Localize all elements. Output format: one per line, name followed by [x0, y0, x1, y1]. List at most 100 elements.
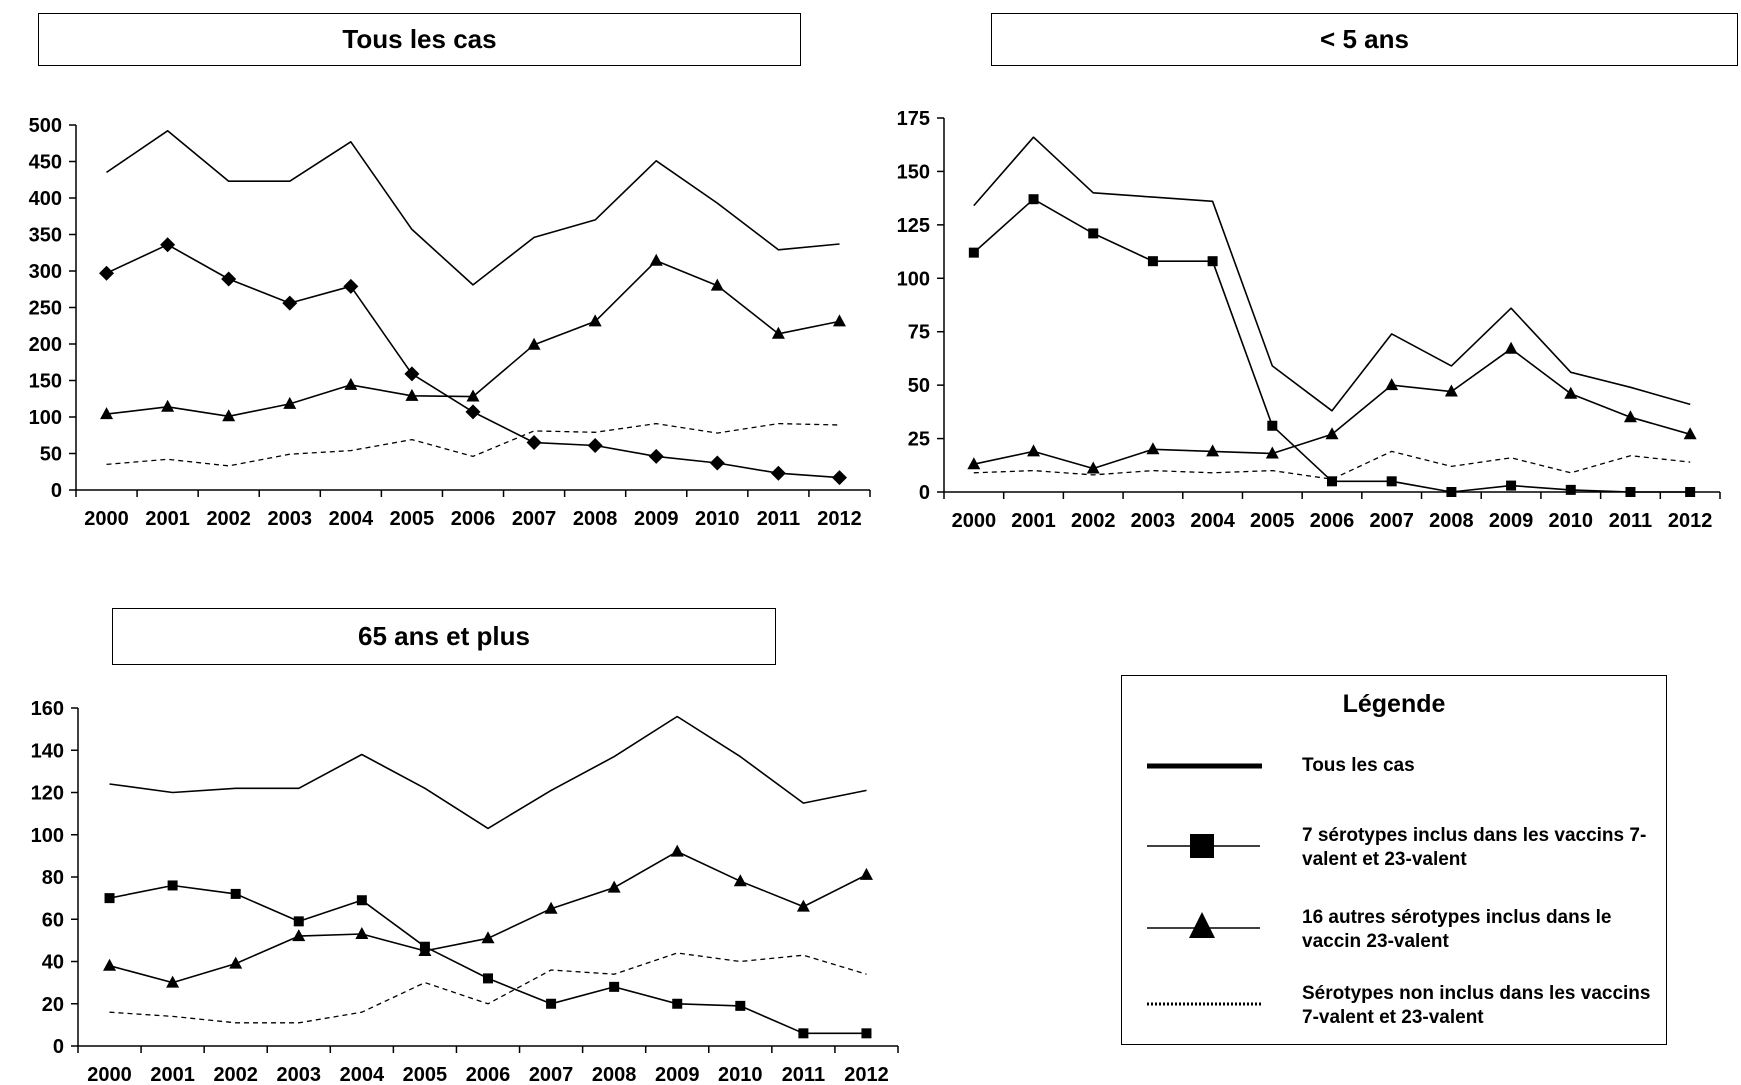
chart3-series-serotypes-16-line: [109, 850, 867, 984]
chart3-y-tick-label: 20: [42, 994, 64, 1016]
chart3-y-tick-label: 60: [42, 909, 64, 931]
chart3-series-serotypes-7-point: [356, 895, 367, 906]
chart1-y-tick-label: 250: [29, 298, 62, 320]
legend-label: 16 autres sérotypes inclus dans le vacci…: [1302, 907, 1612, 952]
chart1-x-tick-label: 2006: [451, 508, 496, 530]
chart3-x-tick-label: 2005: [403, 1064, 448, 1085]
chart2-series-serotypes-7-point: [1506, 480, 1517, 491]
chart3-series-serotypes-16-point: [229, 956, 243, 969]
chart2-series-serotypes-16-point: [1206, 444, 1220, 457]
chart3-series-serotypes-7-point: [546, 998, 557, 1009]
chart3-series-serotypes-16-point: [418, 943, 432, 956]
chart1-series-serotypes-7-point: [404, 366, 420, 382]
chart3-series-serotypes-7-line: [109, 884, 867, 1035]
chart2-x-tick-label: 2006: [1310, 510, 1355, 532]
chart3-series-serotypes-7-point: [609, 981, 620, 992]
chart1-series-serotypes-16-point: [588, 314, 602, 327]
chart1-y-tick-label: 150: [29, 371, 62, 393]
chart3-series-serotypes-7-point: [798, 1028, 809, 1039]
chart3-series-serotypes-7-point: [735, 1000, 746, 1011]
chart1-series-serotypes-7-point: [770, 465, 786, 481]
chart1-series-serotypes-7-point: [526, 435, 542, 451]
chart2-series-serotypes-16-point: [1146, 442, 1160, 455]
chart2-x-tick-label: 2011: [1609, 510, 1652, 532]
legend-title: Légende: [1342, 690, 1446, 718]
chart2-series-serotypes-7-point: [1267, 420, 1278, 431]
chart3-x-tick-label: 2011: [782, 1064, 825, 1085]
chart1-series-serotypes-16-point: [161, 399, 175, 412]
chart1-series-serotypes-16-point: [832, 314, 846, 327]
chart3-series-serotypes-non-inclus-line: [109, 952, 867, 1024]
chart1-series-serotypes-16-point: [649, 253, 663, 266]
chart2-series-serotypes-non-inclus-line: [973, 450, 1691, 480]
chart3-series-serotypes-7-point: [104, 893, 115, 904]
chart2-y-tick-label: 100: [897, 268, 930, 290]
chart1-series-all-cases-line: [106, 130, 840, 286]
chart2-series-serotypes-7-point: [1088, 228, 1099, 239]
chart1-x-tick-label: 2009: [634, 508, 679, 530]
chart2-y-tick-label: 125: [897, 215, 930, 237]
chart3-y-tick-label: 80: [42, 867, 64, 889]
chart3-y-tick-label: 0: [53, 1036, 64, 1058]
chart3-series-serotypes-16-point: [544, 901, 558, 914]
chart1-series-serotypes-7-point: [343, 278, 359, 294]
chart1-series-serotypes-16-point: [222, 409, 236, 422]
chart1-series-serotypes-7-point: [99, 265, 115, 281]
chart2-series-serotypes-16-point: [1444, 384, 1458, 397]
chart2-y-tick-label: 0: [919, 482, 930, 504]
chart1-series-serotypes-non-inclus-line: [106, 422, 840, 467]
chart2-x-tick-label: 2007: [1369, 510, 1414, 532]
chart3-x-tick-label: 2003: [277, 1064, 322, 1085]
chart2-y-tick-label: 150: [897, 161, 930, 183]
chart3-x-tick-label: 2008: [592, 1064, 637, 1085]
chart2-x-tick-label: 2004: [1190, 510, 1235, 532]
chart1-x-tick-label: 2002: [206, 508, 251, 530]
chart3-x-tick-label: 2000: [87, 1064, 132, 1085]
chart1-y-tick-label: 0: [51, 480, 62, 502]
chart3-series-serotypes-7-point: [230, 888, 241, 899]
chart2-y-tick-label: 50: [908, 375, 930, 397]
chart1-x-tick-label: 2011: [757, 508, 800, 530]
chart3-y-tick-label: 100: [31, 825, 64, 847]
chart2-series-serotypes-7-point: [1446, 487, 1457, 497]
chart1-series-serotypes-16-point: [100, 407, 114, 420]
chart1-series-serotypes-16-point: [710, 278, 724, 291]
chart1-series-serotypes-7-point: [221, 271, 237, 287]
chart3-x-tick-label: 2009: [655, 1064, 700, 1085]
chart3-x-tick-label: 2001: [150, 1064, 195, 1085]
chart3-y-tick-label: 120: [31, 783, 64, 805]
chart1-series-serotypes-7-point: [831, 470, 847, 486]
chart1-x-tick-label: 2000: [84, 508, 129, 530]
chart2-series-serotypes-7-point: [1147, 256, 1158, 267]
chart3-series-serotypes-16-point: [355, 927, 369, 940]
chart1-series-serotypes-16-point: [283, 396, 297, 409]
chart3-y-tick-label: 40: [42, 952, 64, 974]
chart2-x-tick-label: 2012: [1668, 510, 1713, 532]
chart3-x-tick-label: 2006: [466, 1064, 511, 1085]
chart2-series-serotypes-7-line: [973, 198, 1691, 493]
legend-label: Sérotypes non inclus dans les vaccins 7-…: [1302, 983, 1651, 1028]
chart1-series-serotypes-7-point: [587, 437, 603, 453]
chart1-x-tick-label: 2003: [268, 508, 313, 530]
chart2-series-serotypes-7-point: [1028, 194, 1039, 205]
chart-title-moins-5-ans: < 5 ans: [991, 13, 1738, 66]
chart1-series-serotypes-16-point: [527, 337, 541, 350]
chart1-x-tick-label: 2005: [390, 508, 435, 530]
chart1-y-tick-label: 400: [29, 188, 62, 210]
chart2-series-serotypes-7-point: [1565, 484, 1576, 495]
chart3-series-serotypes-16-point: [292, 929, 306, 942]
legend-label: 7 sérotypes inclus dans les vaccins 7-va…: [1302, 825, 1647, 870]
chart1-series-serotypes-7-line: [106, 243, 840, 479]
chart1-series-serotypes-7-point: [648, 448, 664, 464]
chart1-x-tick-label: 2010: [695, 508, 740, 530]
chart2-x-tick-label: 2000: [952, 510, 997, 532]
chart1-series-serotypes-16-point: [771, 326, 785, 339]
chart1-y-tick-label: 300: [29, 261, 62, 283]
chart3-series-serotypes-16-point: [166, 975, 180, 988]
chart1-series-serotypes-16-point: [405, 388, 419, 401]
legend-label: Tous les cas: [1302, 755, 1415, 776]
chart3-series-serotypes-16-point: [607, 880, 621, 893]
square-marker-icon: [1147, 834, 1260, 858]
legend-item-tous-les-cas: Tous les cas: [1122, 746, 1666, 806]
